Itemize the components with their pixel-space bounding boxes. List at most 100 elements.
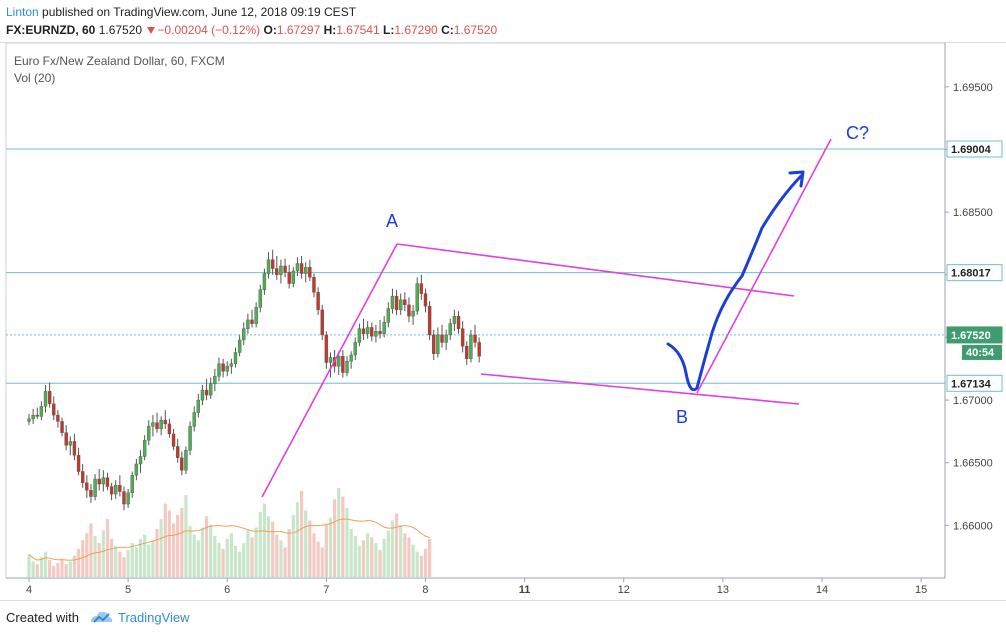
label-a: A	[386, 211, 398, 231]
volume-bar	[233, 545, 238, 577]
price-change: −0.00204 (−0.12%)	[157, 23, 261, 37]
plot-area	[5, 43, 946, 579]
tradingview-link[interactable]: TradingView	[118, 610, 190, 625]
volume-bar	[27, 554, 31, 577]
candle-body	[436, 334, 440, 354]
price-chart[interactable]: 1.660001.665001.670001.675001.680001.685…	[0, 43, 1006, 600]
volume-bar	[85, 533, 89, 577]
volume-ma-line	[28, 518, 430, 561]
volume-bar	[192, 534, 196, 577]
candle-body	[105, 477, 110, 487]
candle-body	[415, 283, 419, 312]
candle-body	[304, 267, 308, 274]
author-link[interactable]: Linton	[6, 5, 39, 19]
volume-bar	[287, 529, 291, 577]
candle-body	[328, 357, 333, 363]
volume-bar	[275, 534, 279, 577]
legend-volume: Vol (20)	[14, 71, 56, 85]
channel-drawing	[261, 138, 832, 498]
publish-line: Linton published on TradingView.com, Jun…	[6, 5, 356, 19]
candle-body	[423, 293, 428, 307]
candle-body	[460, 328, 465, 347]
countdown-box	[962, 344, 1002, 360]
volume-bar	[271, 521, 275, 577]
wave-projection-path	[666, 174, 803, 392]
candle-series	[27, 249, 481, 511]
x-tick-label: 4	[26, 584, 32, 596]
tradingview-logo-icon[interactable]	[88, 608, 114, 633]
candle-body	[147, 426, 151, 441]
volume-bar	[122, 557, 126, 577]
x-tick-label: 8	[422, 584, 428, 596]
candle-body	[109, 486, 114, 495]
volume-bar	[126, 550, 130, 577]
candle-body	[101, 477, 106, 485]
label-b: B	[676, 407, 688, 427]
candle-body	[452, 315, 457, 324]
price-label: 1.67134	[951, 378, 992, 390]
candle-body	[122, 491, 126, 505]
candle-body	[167, 423, 172, 435]
candle-body	[374, 330, 378, 337]
volume-bar	[394, 513, 399, 577]
volume-bar	[254, 527, 258, 577]
volume-bar	[110, 538, 114, 577]
candle-body	[258, 289, 262, 308]
volume-bar	[279, 540, 283, 577]
volume-bar	[250, 537, 254, 577]
volume-bar	[200, 527, 205, 577]
volume-bar	[134, 547, 138, 577]
candle-body	[76, 455, 81, 472]
symbol-label: FX:EURNZD, 60	[6, 23, 96, 37]
candle-body	[159, 419, 163, 430]
candle-body	[378, 330, 382, 334]
volume-bar	[423, 548, 428, 577]
volume-bar	[64, 564, 68, 577]
chart-header: Linton published on TradingView.com, Jun…	[0, 0, 1006, 43]
volume-bar	[316, 541, 320, 577]
candle-body	[262, 273, 267, 291]
volume-bar	[345, 507, 349, 577]
channel-upper	[396, 243, 795, 297]
candle-body	[72, 441, 77, 456]
x-tick-label: 15	[915, 584, 927, 596]
candle-body	[254, 307, 258, 324]
candle-body	[151, 422, 155, 427]
volume-bar	[411, 544, 415, 577]
volume-bar	[337, 488, 341, 577]
volume-bar	[196, 540, 200, 577]
volume-bar	[324, 524, 328, 577]
candle-body	[316, 292, 320, 311]
volume-bar	[246, 530, 250, 577]
candle-body	[341, 356, 345, 373]
candle-body	[345, 361, 349, 373]
volume-bar	[143, 534, 147, 577]
volume-bar	[72, 555, 77, 577]
candle-body	[394, 295, 399, 311]
volume-bar	[382, 538, 386, 577]
volume-bar	[341, 496, 345, 577]
candle-body	[246, 319, 250, 329]
candle-body	[217, 363, 221, 377]
candle-body	[192, 412, 196, 427]
volume-bar	[407, 537, 411, 577]
candle-body	[237, 339, 242, 353]
volume-bar	[35, 564, 39, 577]
candle-body	[93, 478, 97, 497]
candle-body	[213, 376, 217, 384]
volume-bar	[328, 517, 333, 577]
volume-bar	[217, 543, 221, 577]
candle-body	[299, 263, 304, 274]
candle-body	[432, 334, 436, 354]
candle-body	[155, 422, 159, 430]
price-label-box	[946, 264, 1003, 282]
candle-body	[52, 403, 56, 416]
x-tick-label: 6	[224, 584, 230, 596]
candle-body	[85, 482, 89, 491]
candle-body	[60, 421, 64, 433]
volume-bar	[76, 548, 81, 577]
candle-body	[188, 426, 192, 451]
candle-body	[361, 328, 366, 334]
candle-body	[320, 309, 324, 336]
high-label: H:	[323, 23, 337, 37]
